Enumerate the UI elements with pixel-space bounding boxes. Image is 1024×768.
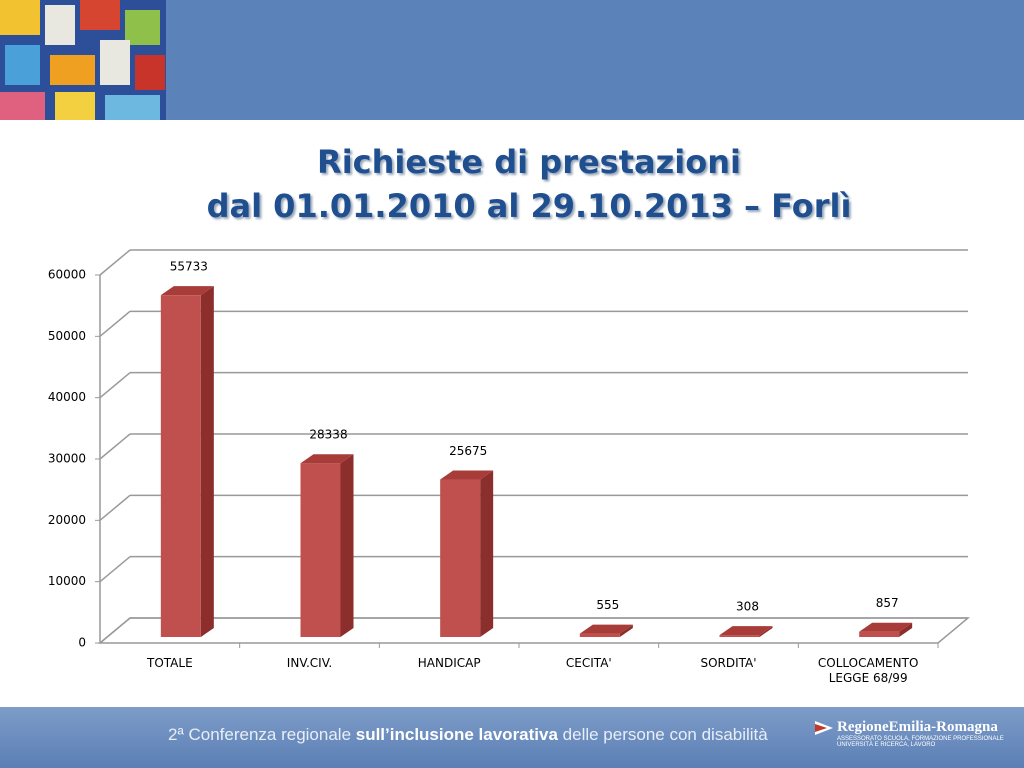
chart: 0 10000 20000 30000 40000 50000 60000 55733 2833… — [48, 249, 971, 650]
bar — [859, 631, 900, 637]
logo-name: RegioneEmilia-Romagna — [837, 719, 998, 735]
value-label: 555 — [596, 598, 619, 612]
footer-text: 2ª Conferenza regionale sull’inclusione … — [168, 725, 768, 745]
bar — [440, 479, 481, 637]
bar — [719, 635, 760, 637]
grid-line — [99, 556, 131, 583]
grid-line — [99, 617, 131, 644]
bar-top — [859, 622, 913, 632]
value-label: 25675 — [449, 444, 487, 458]
value-label: 308 — [736, 600, 759, 614]
bar — [300, 463, 341, 637]
bar-top — [579, 624, 633, 634]
grid-line — [99, 310, 131, 337]
value-label: 55733 — [170, 260, 208, 274]
bar-top — [160, 286, 214, 296]
chart-title: Richieste di prestazioni dal 01.01.2010 a… — [0, 140, 1024, 228]
y-tick-label: 10000 — [48, 574, 86, 588]
y-tick-label: 20000 — [48, 513, 86, 527]
bar-side — [340, 454, 354, 637]
bar — [160, 295, 201, 637]
floor — [97, 617, 971, 644]
footer-band: 2ª Conferenza regionale sull’inclusione … — [0, 707, 1024, 768]
y-tick-label: 30000 — [48, 452, 86, 466]
footer-part: 2ª Conferenza regionale — [168, 725, 356, 744]
x-tick-label: TOTALE — [147, 656, 193, 670]
grid-line — [99, 249, 131, 276]
title-line: Richieste di prestazioni — [317, 143, 741, 181]
x-tick-label: HANDICAP — [417, 656, 481, 670]
bar-side — [480, 470, 494, 637]
y-tick-label: 60000 — [48, 268, 86, 282]
y-tick-label: 0 — [78, 636, 86, 650]
bar-side — [619, 624, 633, 637]
footer-part: delle persone con disabilità — [557, 725, 768, 744]
logo-line: Università e ricerca, lavoro — [837, 742, 936, 748]
bar-side — [200, 286, 214, 637]
grid-line — [99, 494, 131, 521]
y-tick-label: 40000 — [48, 390, 86, 404]
logo-icon — [815, 721, 833, 735]
header-artwork — [0, 0, 166, 120]
value-label: 857 — [876, 596, 899, 610]
x-tick-label: CECITA' — [565, 656, 612, 670]
bar-top — [719, 626, 773, 636]
value-label: 28338 — [309, 428, 347, 442]
bar-side — [759, 626, 773, 637]
bar-top — [440, 470, 494, 480]
logo: RegioneEmilia-Romagna Assessorato Scuola… — [815, 719, 1015, 748]
logo-line: Assessorato Scuola, formazione professio… — [837, 736, 1004, 742]
x-tick-label: COLLOCAMENTO LEGGE 68/99 — [817, 656, 919, 685]
x-tick-label: SORDITA' — [700, 656, 757, 670]
grid-line — [99, 372, 131, 399]
grid-line — [99, 433, 131, 460]
x-tick-label: INV.CIV. — [286, 656, 333, 670]
y-tick-label: 50000 — [48, 329, 86, 343]
footer-part: sull’inclusione lavorativa — [355, 725, 558, 744]
bar-side — [899, 622, 913, 637]
header-band — [0, 0, 1024, 120]
bar — [579, 633, 620, 637]
title-line: dal 01.01.2010 al 29.10.2013 – Forlì — [206, 187, 852, 225]
bar-top — [300, 454, 354, 464]
